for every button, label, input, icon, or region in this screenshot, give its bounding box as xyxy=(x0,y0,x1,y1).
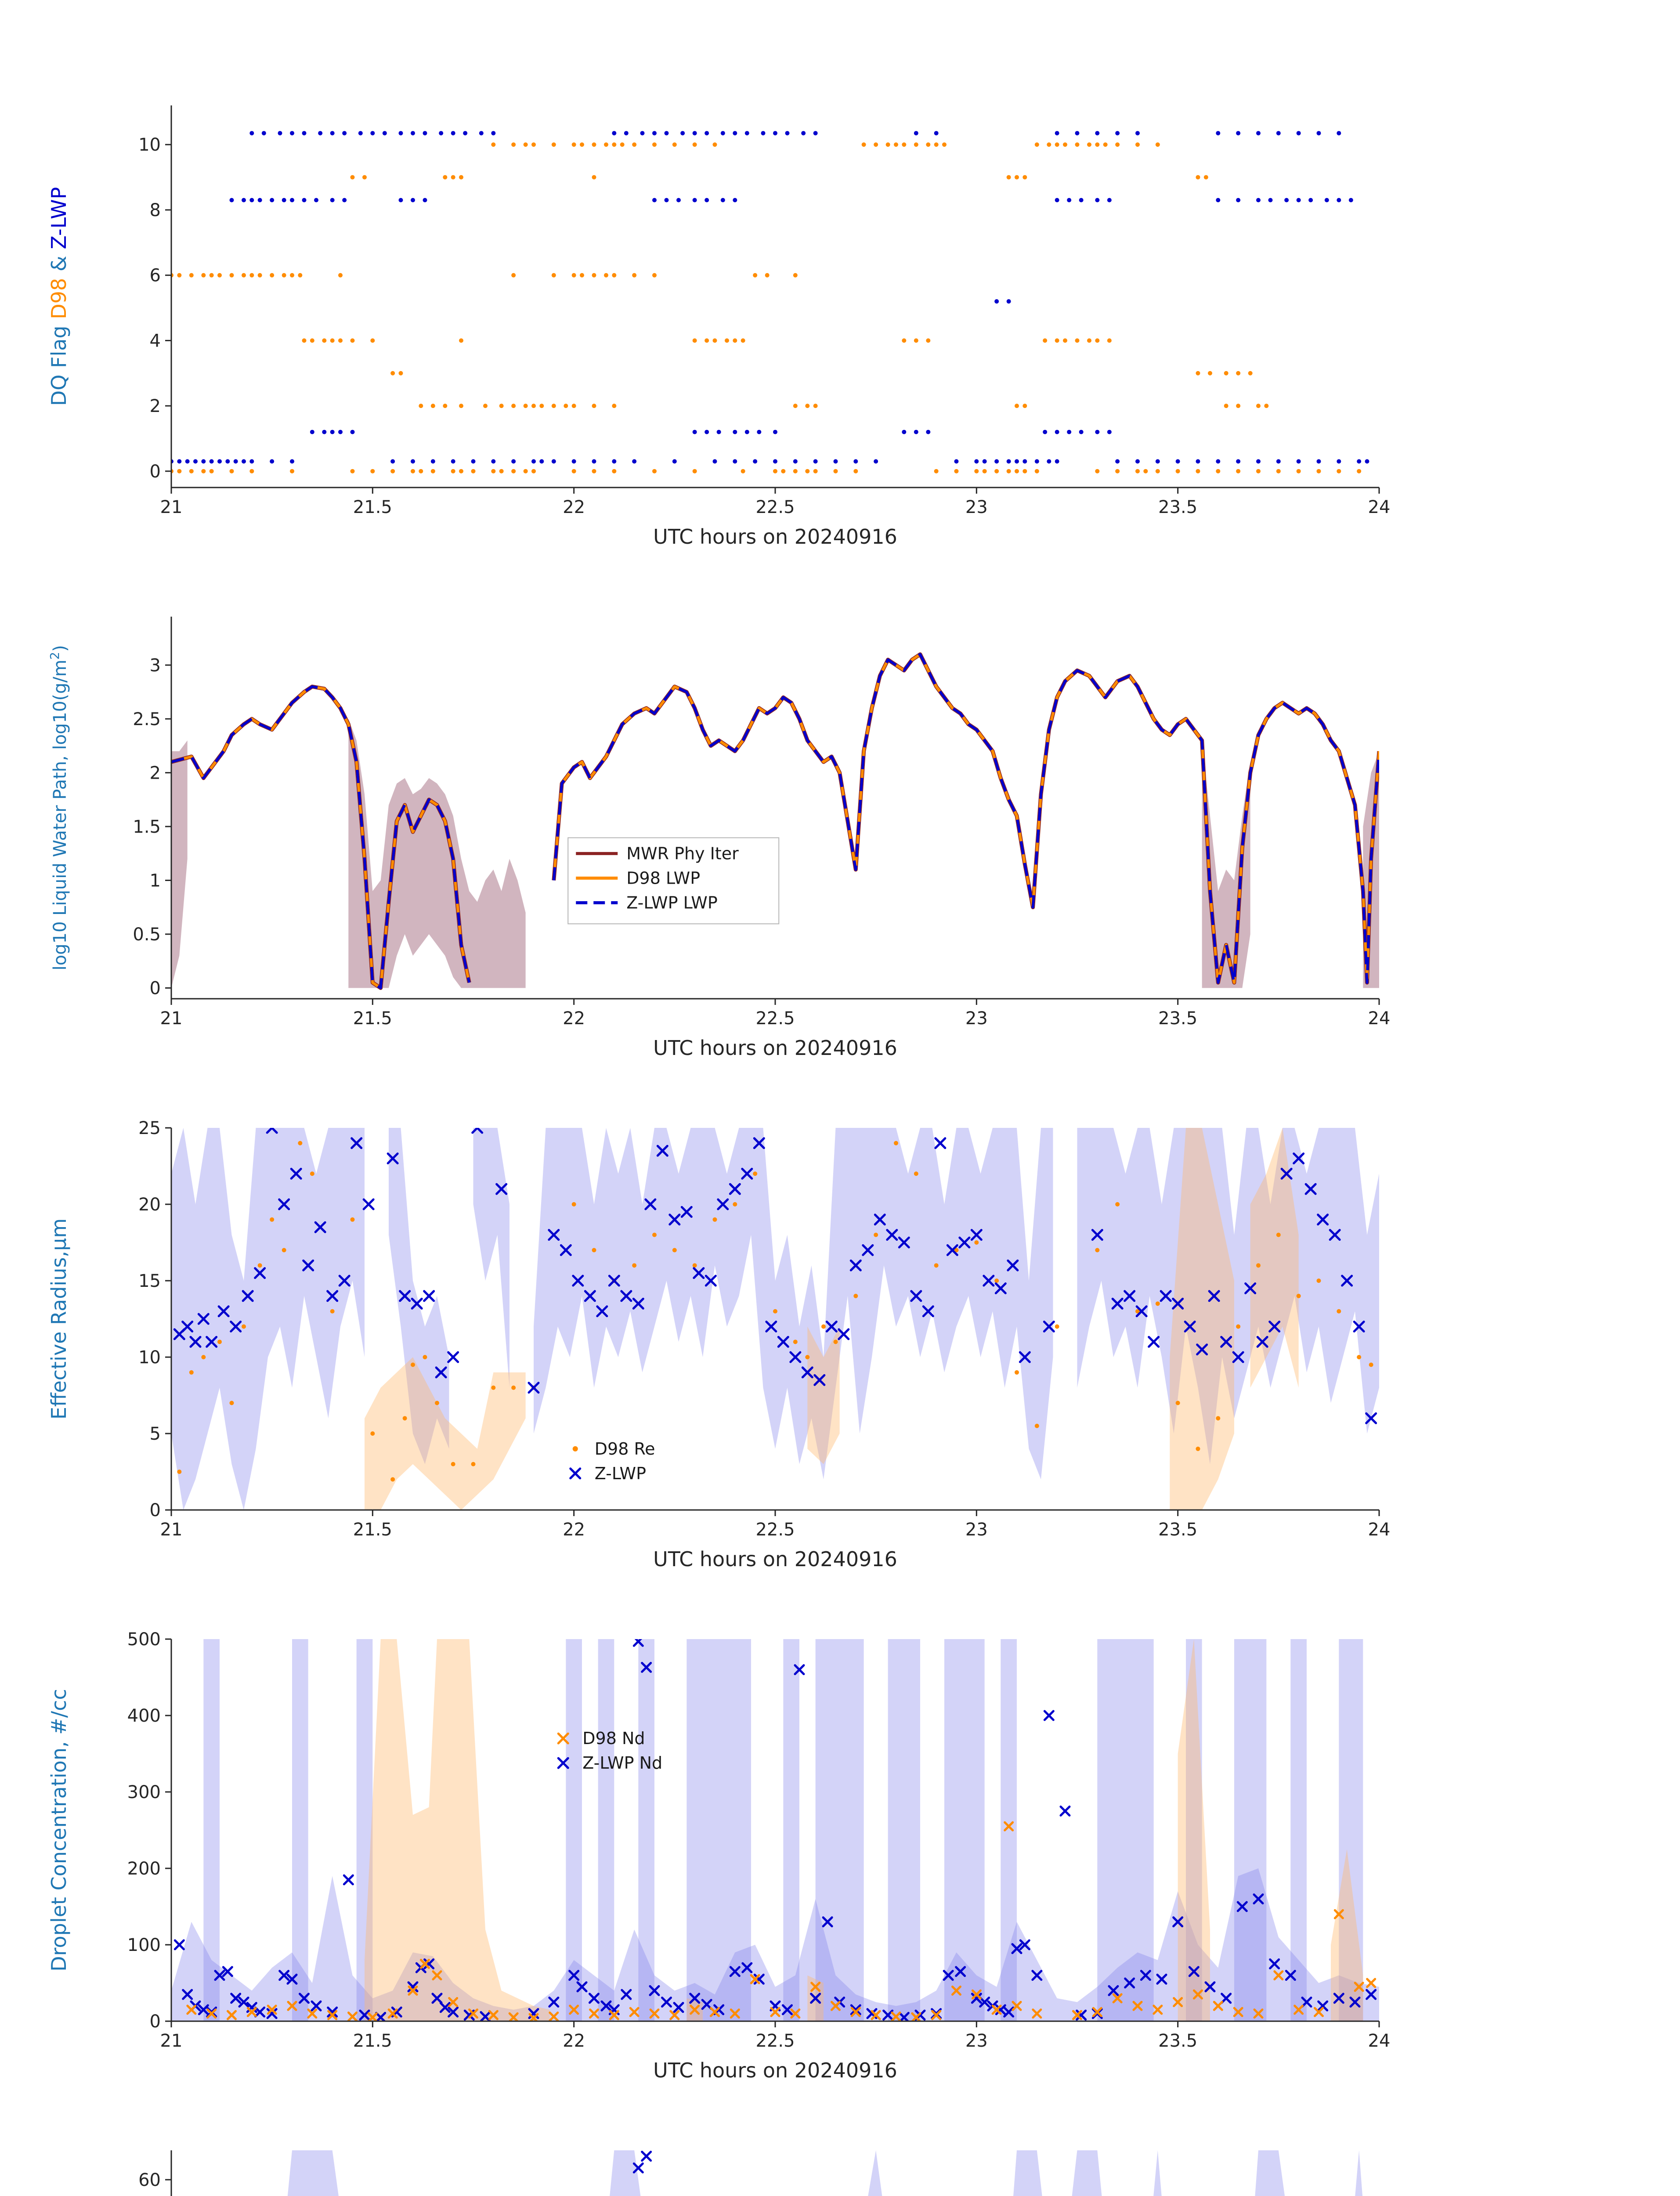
svg-text:8: 8 xyxy=(150,200,161,220)
effective-radius-chart: 21 21.5 22 22.5 23 23.5 24 0 5 10 15 20 25 UTC hours … xyxy=(47,1118,1391,1571)
svg-text:UTC hours on 20240916: UTC hours on 20240916 xyxy=(653,2059,897,2082)
svg-text:0: 0 xyxy=(150,2012,161,2032)
svg-text:2.5: 2.5 xyxy=(133,709,161,730)
svg-text:400: 400 xyxy=(127,1706,161,1726)
svg-text:23.5: 23.5 xyxy=(1158,1520,1197,1540)
svg-text:24: 24 xyxy=(1368,2031,1391,2051)
svg-text:21.5: 21.5 xyxy=(353,1008,392,1029)
svg-text:21.5: 21.5 xyxy=(353,1520,392,1540)
svg-text:Effective Radius,µm: Effective Radius,µm xyxy=(47,1218,71,1419)
svg-text:1.5: 1.5 xyxy=(133,817,161,837)
svg-text:21.5: 21.5 xyxy=(353,2031,392,2051)
svg-text:22: 22 xyxy=(563,1008,585,1029)
svg-text:22.5: 22.5 xyxy=(755,2031,795,2051)
svg-text:25: 25 xyxy=(138,1118,161,1138)
svg-text:log10 Liquid Water Path, log10: log10 Liquid Water Path, log10(g/m2) xyxy=(47,645,70,971)
svg-text:23: 23 xyxy=(965,1008,988,1029)
svg-text:21: 21 xyxy=(160,1520,183,1540)
svg-text:Z-LWP: Z-LWP xyxy=(595,1464,646,1483)
svg-text:500: 500 xyxy=(127,1629,161,1650)
svg-text:2: 2 xyxy=(150,396,161,416)
svg-text:22.5: 22.5 xyxy=(755,1520,795,1540)
svg-text:22: 22 xyxy=(563,497,585,517)
svg-text:24: 24 xyxy=(1368,497,1391,517)
svg-text:UTC hours on 20240916: UTC hours on 20240916 xyxy=(653,525,897,549)
chart-panel-dq-flag: 21 21.5 22 22.5 23 23.5 24 0 2 4 6 8 10 UTC hours on … xyxy=(0,79,1680,590)
svg-text:21: 21 xyxy=(160,1008,183,1029)
svg-text:22.5: 22.5 xyxy=(755,497,795,517)
svg-text:100: 100 xyxy=(127,1935,161,1955)
svg-text:23.5: 23.5 xyxy=(1158,1008,1197,1029)
chart-panel-liquid-water-path: 21 21.5 22 22.5 23 23.5 24 0 0.5 1 1.5 2 2.5 3 UTC hou… xyxy=(0,590,1680,1102)
svg-text:22.5: 22.5 xyxy=(755,1008,795,1029)
droplet-concentration-chart: 21 21.5 22 22.5 23 23.5 24 0 100 200 300 400 500 UTC … xyxy=(47,1629,1391,2082)
svg-text:23.5: 23.5 xyxy=(1158,2031,1197,2051)
chart-panel-effective-radius: 21 21.5 22 22.5 23 23.5 24 0 5 10 15 20 25 UTC hours … xyxy=(0,1102,1680,1613)
svg-text:23: 23 xyxy=(965,1520,988,1540)
svg-text:UTC hours on 20240916: UTC hours on 20240916 xyxy=(653,1036,897,1060)
svg-text:21.5: 21.5 xyxy=(353,497,392,517)
svg-text:10: 10 xyxy=(138,1347,161,1368)
svg-text:23: 23 xyxy=(965,2031,988,2051)
svg-text:24: 24 xyxy=(1368,1520,1391,1540)
svg-text:6: 6 xyxy=(150,266,161,286)
svg-text:24: 24 xyxy=(1368,1008,1391,1029)
svg-text:1: 1 xyxy=(150,870,161,891)
svg-text:15: 15 xyxy=(138,1271,161,1291)
svg-text:0: 0 xyxy=(150,1500,161,1521)
svg-text:DQ Flag D98 & Z-LWP: DQ Flag D98 & Z-LWP xyxy=(47,187,71,406)
svg-text:Z-LWP Nd: Z-LWP Nd xyxy=(582,1753,662,1773)
svg-text:Droplet Concentration, #/cc: Droplet Concentration, #/cc xyxy=(47,1689,71,1972)
svg-text:21: 21 xyxy=(160,2031,183,2051)
svg-text:0: 0 xyxy=(150,462,161,482)
svg-text:60: 60 xyxy=(138,2170,161,2190)
svg-text:2: 2 xyxy=(150,763,161,783)
svg-text:D98 Nd: D98 Nd xyxy=(582,1729,645,1748)
svg-text:200: 200 xyxy=(127,1859,161,1879)
svg-text:D98 Re: D98 Re xyxy=(595,1439,655,1459)
svg-text:23.5: 23.5 xyxy=(1158,497,1197,517)
svg-text:3: 3 xyxy=(150,655,161,675)
svg-text:23: 23 xyxy=(965,497,988,517)
svg-text:22: 22 xyxy=(563,2031,585,2051)
svg-text:4: 4 xyxy=(150,331,161,351)
svg-text:300: 300 xyxy=(127,1782,161,1802)
svg-text:5: 5 xyxy=(150,1424,161,1444)
svg-text:0.5: 0.5 xyxy=(133,925,161,945)
svg-text:21: 21 xyxy=(160,497,183,517)
svg-text:MWR Phy Iter: MWR Phy Iter xyxy=(626,844,739,863)
chart-panel-droplet-concentration: 21 21.5 22 22.5 23 23.5 24 0 100 200 300 400 500 UTC … xyxy=(0,1613,1680,2124)
svg-text:Z-LWP LWP: Z-LWP LWP xyxy=(626,893,718,912)
svg-text:D98 LWP: D98 LWP xyxy=(626,868,700,888)
svg-text:UTC hours on 20240916: UTC hours on 20240916 xyxy=(653,1547,897,1571)
svg-text:10: 10 xyxy=(138,135,161,155)
svg-text:0: 0 xyxy=(150,978,161,998)
svg-text:22: 22 xyxy=(563,1520,585,1540)
svg-text:20: 20 xyxy=(138,1195,161,1215)
